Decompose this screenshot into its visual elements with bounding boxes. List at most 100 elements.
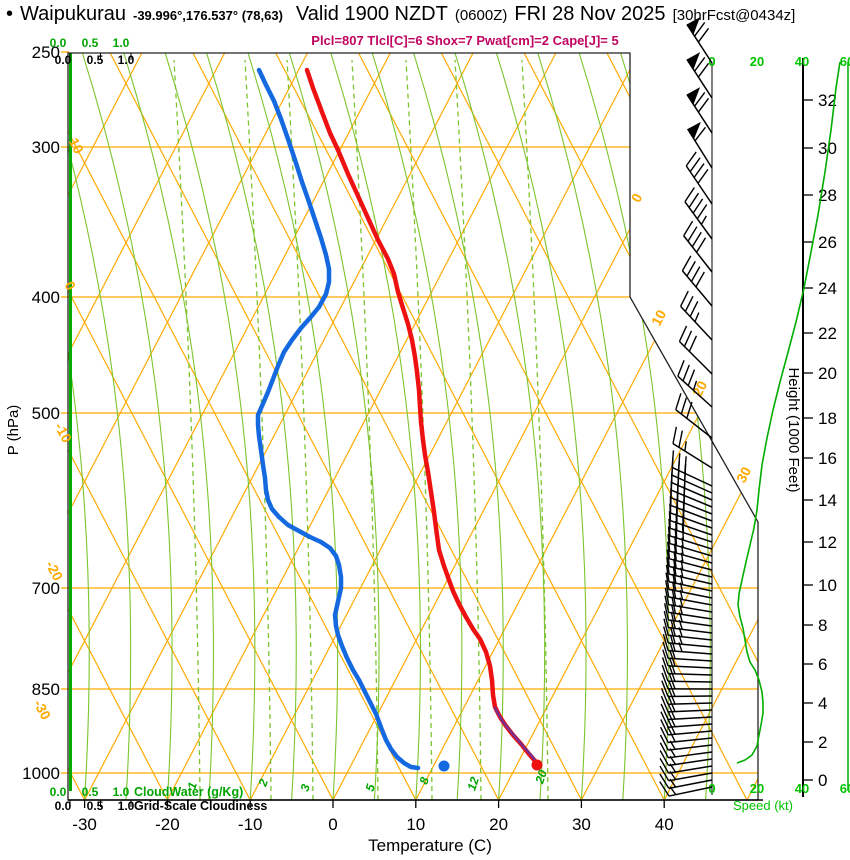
wind-barb [663,610,713,634]
wind-barb [667,534,713,564]
surface-dewpoint-dot [438,760,450,772]
moist-adiabat-line [454,53,546,800]
wind-barb [664,595,713,620]
wind-barb [666,549,713,578]
wind-barb [659,742,713,759]
wind-barb [684,187,713,240]
stability-params-line: Plcl=807 Tlcl[C]=6 Shox=7 Pwat[cm]=2 Cap… [311,33,619,48]
moist-adiabat-line [81,53,173,800]
wind-barb [660,718,713,736]
mixing-ratio-label: 3 [298,782,313,793]
pressure-axis-title: P (hPa) [5,405,22,456]
isotherm-line [68,53,391,800]
wind-speed-profile-curve [736,61,841,764]
cloudwater-scale-label: 0.5 [82,785,99,799]
mixing-ratio-line [521,59,549,800]
height-tick-label: 30 [818,139,837,158]
wind-barb [678,325,713,375]
cloudwater-scale-label: 1.0 [113,36,130,50]
moist-adiabat-line [537,53,629,800]
wind-barb [675,393,713,439]
parcel-overlay-curve [493,706,539,765]
wind-barb [665,572,713,599]
moist-adiabat-line [247,53,339,800]
temperature-tick-label: 40 [655,815,674,834]
mixing-ratio-line [286,59,314,800]
temperature-tick-label: -20 [155,815,180,834]
moist-adiabat-line [68,53,90,800]
mixing-ratio-label: 5 [363,782,378,793]
isotherm-line [498,53,758,800]
speed-tick-label: 40 [795,781,809,796]
wind-barb [663,603,713,627]
moist-adiabat-line [330,53,422,800]
dry-adiabat-line [192,53,582,800]
pressure-tick-label: 300 [32,138,60,157]
wind-barb [686,121,713,169]
valid-time: Valid 1900 NZDT [295,3,448,25]
isotherm-line [663,53,758,800]
height-tick-label: 22 [818,324,837,343]
height-tick-label: 12 [818,533,837,552]
mixing-ratio-line [173,59,201,800]
dry-adiabat-line [68,53,334,800]
temperature-tick-label: -10 [238,815,263,834]
height-tick-label: 24 [818,279,837,298]
dry-adiabat-line [358,53,748,800]
mixing-ratio-label: 20 [532,768,550,786]
wind-barb [661,664,713,683]
wind-barb [686,52,713,99]
dewpoint-curve [255,67,421,771]
wind-barb [683,220,713,273]
wind-barb [665,564,713,592]
wind-barb [672,426,713,469]
mixing-ratio-line [405,59,433,800]
isotherm-line [68,53,308,800]
moist-adiabat-line [164,53,256,800]
chart-title: • Waipukurau -39.996°,176.537° (78,63) V… [6,3,848,26]
wind-barb [661,657,713,676]
cloudwater-scale-label: 0.5 [82,36,99,50]
wind-barb [669,495,713,529]
wind-barb [660,687,713,705]
wind-barb [666,557,713,585]
wind-barb [659,757,713,774]
isotherm-line [580,53,758,800]
cloudiness-scale-label: 1.0 [118,799,135,813]
cloudwater-scale-label: 0.0 [50,36,67,50]
wind-barb [659,726,713,744]
wind-barb [685,151,713,205]
wind-barb [659,773,713,790]
moist-adiabat-line [578,53,670,800]
wind-barb [664,587,713,613]
height-tick-label: 2 [818,733,827,752]
pressure-tick-label: 700 [32,579,60,598]
dry-adiabat-line [68,53,251,800]
cloudwater-axis-title: CloudWater (g/Kg) [134,785,243,799]
mixing-ratio-label: 8 [417,775,432,786]
valid-zulu: (0600Z) [454,7,508,24]
isotherm-line [68,53,226,800]
temperature-tick-label: 0 [328,815,337,834]
wind-barb [665,580,713,606]
station-name: Waipukurau [20,3,126,25]
wind-barb [686,17,713,64]
cloudwater-scale-label: 0.0 [50,785,67,799]
cloudiness-scale-label: 0.5 [87,799,104,813]
surface-temperature-dot [531,759,543,771]
speed-tick-label: 20 [750,781,764,796]
cloudiness-scale-label: 0.0 [55,799,72,813]
wind-barb [670,473,713,508]
dry-adiabat-label: 10 [66,135,88,156]
dry-adiabat-label: -30 [31,697,55,723]
moist-adiabat-line [123,53,215,800]
speed-tick-label: 60 [840,781,850,796]
pressure-tick-label: 500 [32,404,60,423]
wind-barb [667,526,713,557]
height-tick-label: 4 [818,694,827,713]
temperature-tick-label: -30 [72,815,97,834]
height-tick-label: 6 [818,655,827,674]
isotherm-label: 30 [733,464,755,485]
mixing-ratio-line [351,59,379,800]
valid-date: FRI 28 Nov 2025 [514,3,666,25]
